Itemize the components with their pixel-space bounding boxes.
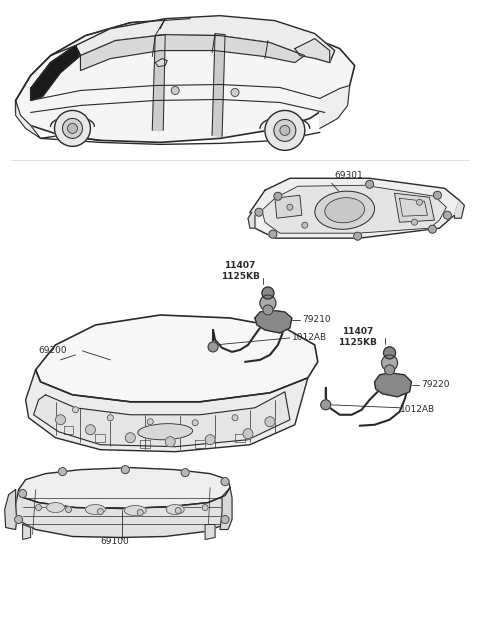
Circle shape [269, 230, 277, 238]
Polygon shape [205, 525, 215, 540]
Ellipse shape [124, 506, 146, 515]
Circle shape [287, 204, 293, 210]
Ellipse shape [166, 504, 184, 515]
Circle shape [265, 111, 305, 150]
Circle shape [384, 347, 396, 359]
Circle shape [262, 287, 274, 299]
Polygon shape [16, 19, 355, 142]
Polygon shape [23, 525, 31, 540]
Circle shape [15, 515, 23, 523]
Circle shape [192, 420, 198, 426]
Polygon shape [155, 59, 167, 67]
Text: 79210: 79210 [302, 315, 330, 324]
Circle shape [231, 88, 239, 96]
Circle shape [36, 504, 42, 510]
Circle shape [221, 515, 229, 523]
Ellipse shape [85, 504, 106, 515]
Circle shape [263, 305, 273, 315]
Text: 1012AB: 1012AB [292, 334, 327, 342]
Circle shape [137, 510, 144, 515]
Circle shape [108, 415, 113, 421]
Circle shape [68, 124, 77, 133]
Polygon shape [212, 33, 225, 137]
Polygon shape [275, 195, 302, 218]
Polygon shape [16, 101, 41, 138]
Circle shape [265, 417, 275, 427]
Circle shape [175, 507, 181, 514]
Circle shape [97, 509, 103, 515]
Polygon shape [36, 315, 318, 402]
Circle shape [19, 489, 26, 497]
Polygon shape [75, 15, 335, 62]
Circle shape [366, 180, 373, 188]
Ellipse shape [138, 424, 192, 440]
Circle shape [72, 407, 78, 413]
Circle shape [433, 191, 442, 199]
Polygon shape [19, 468, 230, 509]
Circle shape [171, 87, 179, 95]
Text: 69200: 69200 [38, 347, 67, 355]
Polygon shape [16, 488, 230, 538]
Circle shape [274, 192, 282, 200]
Circle shape [205, 434, 215, 445]
Circle shape [85, 425, 96, 434]
Circle shape [417, 199, 422, 205]
Circle shape [202, 504, 208, 510]
Ellipse shape [325, 198, 365, 222]
Circle shape [382, 355, 397, 371]
Polygon shape [152, 35, 165, 130]
Polygon shape [220, 488, 232, 530]
Circle shape [59, 468, 67, 476]
Text: 1012AB: 1012AB [399, 405, 435, 414]
Circle shape [444, 211, 451, 219]
Polygon shape [25, 370, 308, 452]
Circle shape [429, 225, 436, 233]
Circle shape [302, 222, 308, 228]
Text: 79220: 79220 [421, 380, 450, 389]
Circle shape [384, 365, 395, 375]
Circle shape [62, 119, 83, 138]
Polygon shape [248, 212, 255, 228]
Circle shape [354, 232, 361, 240]
Circle shape [255, 208, 263, 216]
Text: 11407
1125KB: 11407 1125KB [338, 328, 377, 347]
Circle shape [411, 219, 418, 225]
Circle shape [243, 429, 253, 439]
Circle shape [221, 478, 229, 486]
Ellipse shape [315, 191, 374, 229]
Polygon shape [34, 392, 290, 447]
Circle shape [232, 415, 238, 421]
Polygon shape [320, 85, 350, 129]
Circle shape [321, 400, 331, 410]
Circle shape [260, 295, 276, 311]
Polygon shape [255, 310, 292, 333]
Polygon shape [81, 35, 305, 70]
Polygon shape [5, 489, 17, 530]
Text: 69100: 69100 [100, 537, 129, 546]
Text: 11407
1125KB: 11407 1125KB [221, 261, 259, 281]
Circle shape [55, 111, 90, 146]
Ellipse shape [47, 502, 64, 512]
Circle shape [147, 419, 153, 425]
Polygon shape [395, 193, 434, 222]
Circle shape [181, 468, 189, 476]
Polygon shape [295, 38, 330, 62]
Circle shape [208, 342, 218, 352]
Circle shape [280, 125, 290, 135]
Circle shape [56, 415, 65, 425]
Circle shape [65, 507, 72, 512]
Polygon shape [262, 185, 446, 233]
Circle shape [165, 437, 175, 447]
Circle shape [274, 119, 296, 142]
Polygon shape [374, 373, 411, 397]
Circle shape [121, 465, 129, 473]
Circle shape [125, 433, 135, 442]
Polygon shape [455, 200, 464, 218]
Polygon shape [250, 179, 459, 238]
Polygon shape [31, 46, 81, 101]
Text: 69301: 69301 [335, 171, 363, 180]
